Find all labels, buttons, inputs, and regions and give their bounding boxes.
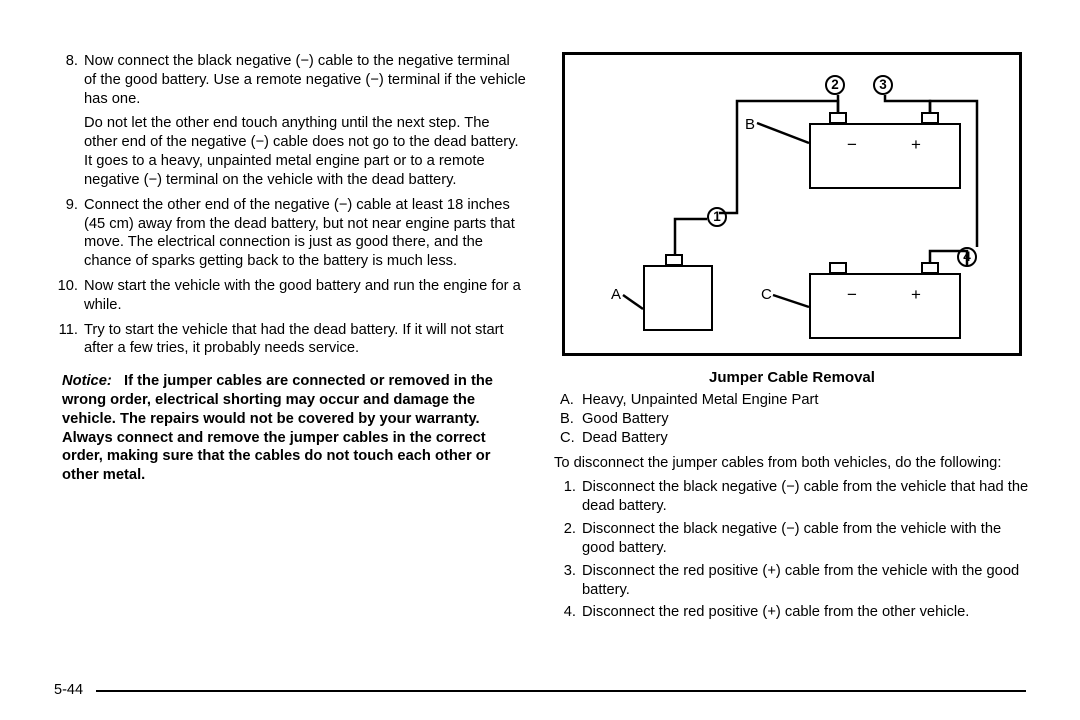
item-number: 11. bbox=[50, 321, 84, 359]
instruction-list: 8. Now connect the black negative (−) ca… bbox=[50, 52, 526, 358]
item-sub-text: Do not let the other end touch anything … bbox=[84, 114, 526, 189]
instruction-item: 8. Now connect the black negative (−) ca… bbox=[50, 52, 526, 190]
item-text: Try to start the vehicle that had the de… bbox=[84, 321, 526, 359]
right-column: 2 3 1 4 − + − + B A C bbox=[554, 52, 1030, 626]
legend-item: C.Dead Battery bbox=[560, 429, 1030, 448]
removal-step: 2.Disconnect the black negative (−) cabl… bbox=[554, 520, 1030, 558]
removal-step: 3.Disconnect the red positive (+) cable … bbox=[554, 562, 1030, 600]
notice-paragraph: Notice: If the jumper cables are connect… bbox=[50, 372, 526, 485]
step-number: 3. bbox=[554, 562, 582, 600]
item-number: 10. bbox=[50, 277, 84, 315]
legend-value: Heavy, Unpainted Metal Engine Part bbox=[582, 391, 819, 410]
step-number: 2. bbox=[554, 520, 582, 558]
removal-steps: 1.Disconnect the black negative (−) cabl… bbox=[554, 478, 1030, 622]
page-number: 5-44 bbox=[54, 682, 83, 698]
item-number: 8. bbox=[50, 52, 84, 190]
legend-key: C. bbox=[560, 429, 582, 448]
legend-item: A.Heavy, Unpainted Metal Engine Part bbox=[560, 391, 1030, 410]
removal-intro: To disconnect the jumper cables from bot… bbox=[554, 454, 1030, 473]
instruction-item: 9. Connect the other end of the negative… bbox=[50, 196, 526, 271]
left-column: 8. Now connect the black negative (−) ca… bbox=[50, 52, 526, 626]
legend-value: Dead Battery bbox=[582, 429, 668, 448]
legend-key: B. bbox=[560, 410, 582, 429]
notice-body: If the jumper cables are connected or re… bbox=[62, 373, 493, 483]
jumper-cable-diagram: 2 3 1 4 − + − + B A C bbox=[562, 52, 1022, 356]
step-text: Disconnect the black negative (−) cable … bbox=[582, 478, 1030, 516]
removal-step: 4.Disconnect the red positive (+) cable … bbox=[554, 603, 1030, 622]
footer-rule bbox=[96, 690, 1026, 692]
diagram-legend: A.Heavy, Unpainted Metal Engine Part B.G… bbox=[554, 391, 1030, 447]
removal-step: 1.Disconnect the black negative (−) cabl… bbox=[554, 478, 1030, 516]
instruction-item: 10. Now start the vehicle with the good … bbox=[50, 277, 526, 315]
legend-value: Good Battery bbox=[582, 410, 669, 429]
step-text: Disconnect the black negative (−) cable … bbox=[582, 520, 1030, 558]
step-number: 1. bbox=[554, 478, 582, 516]
item-main-text: Now connect the black negative (−) cable… bbox=[84, 53, 526, 107]
item-text: Now start the vehicle with the good batt… bbox=[84, 277, 526, 315]
legend-key: A. bbox=[560, 391, 582, 410]
item-text: Connect the other end of the negative (−… bbox=[84, 196, 526, 271]
notice-lead: Notice: bbox=[62, 373, 112, 389]
step-text: Disconnect the red positive (+) cable fr… bbox=[582, 603, 969, 622]
step-text: Disconnect the red positive (+) cable fr… bbox=[582, 562, 1030, 600]
step-number: 4. bbox=[554, 603, 582, 622]
page-body: 8. Now connect the black negative (−) ca… bbox=[50, 52, 1030, 626]
instruction-item: 11. Try to start the vehicle that had th… bbox=[50, 321, 526, 359]
diagram-wires bbox=[565, 55, 1019, 353]
item-number: 9. bbox=[50, 196, 84, 271]
diagram-title: Jumper Cable Removal bbox=[554, 368, 1030, 387]
item-text: Now connect the black negative (−) cable… bbox=[84, 52, 526, 190]
legend-item: B.Good Battery bbox=[560, 410, 1030, 429]
